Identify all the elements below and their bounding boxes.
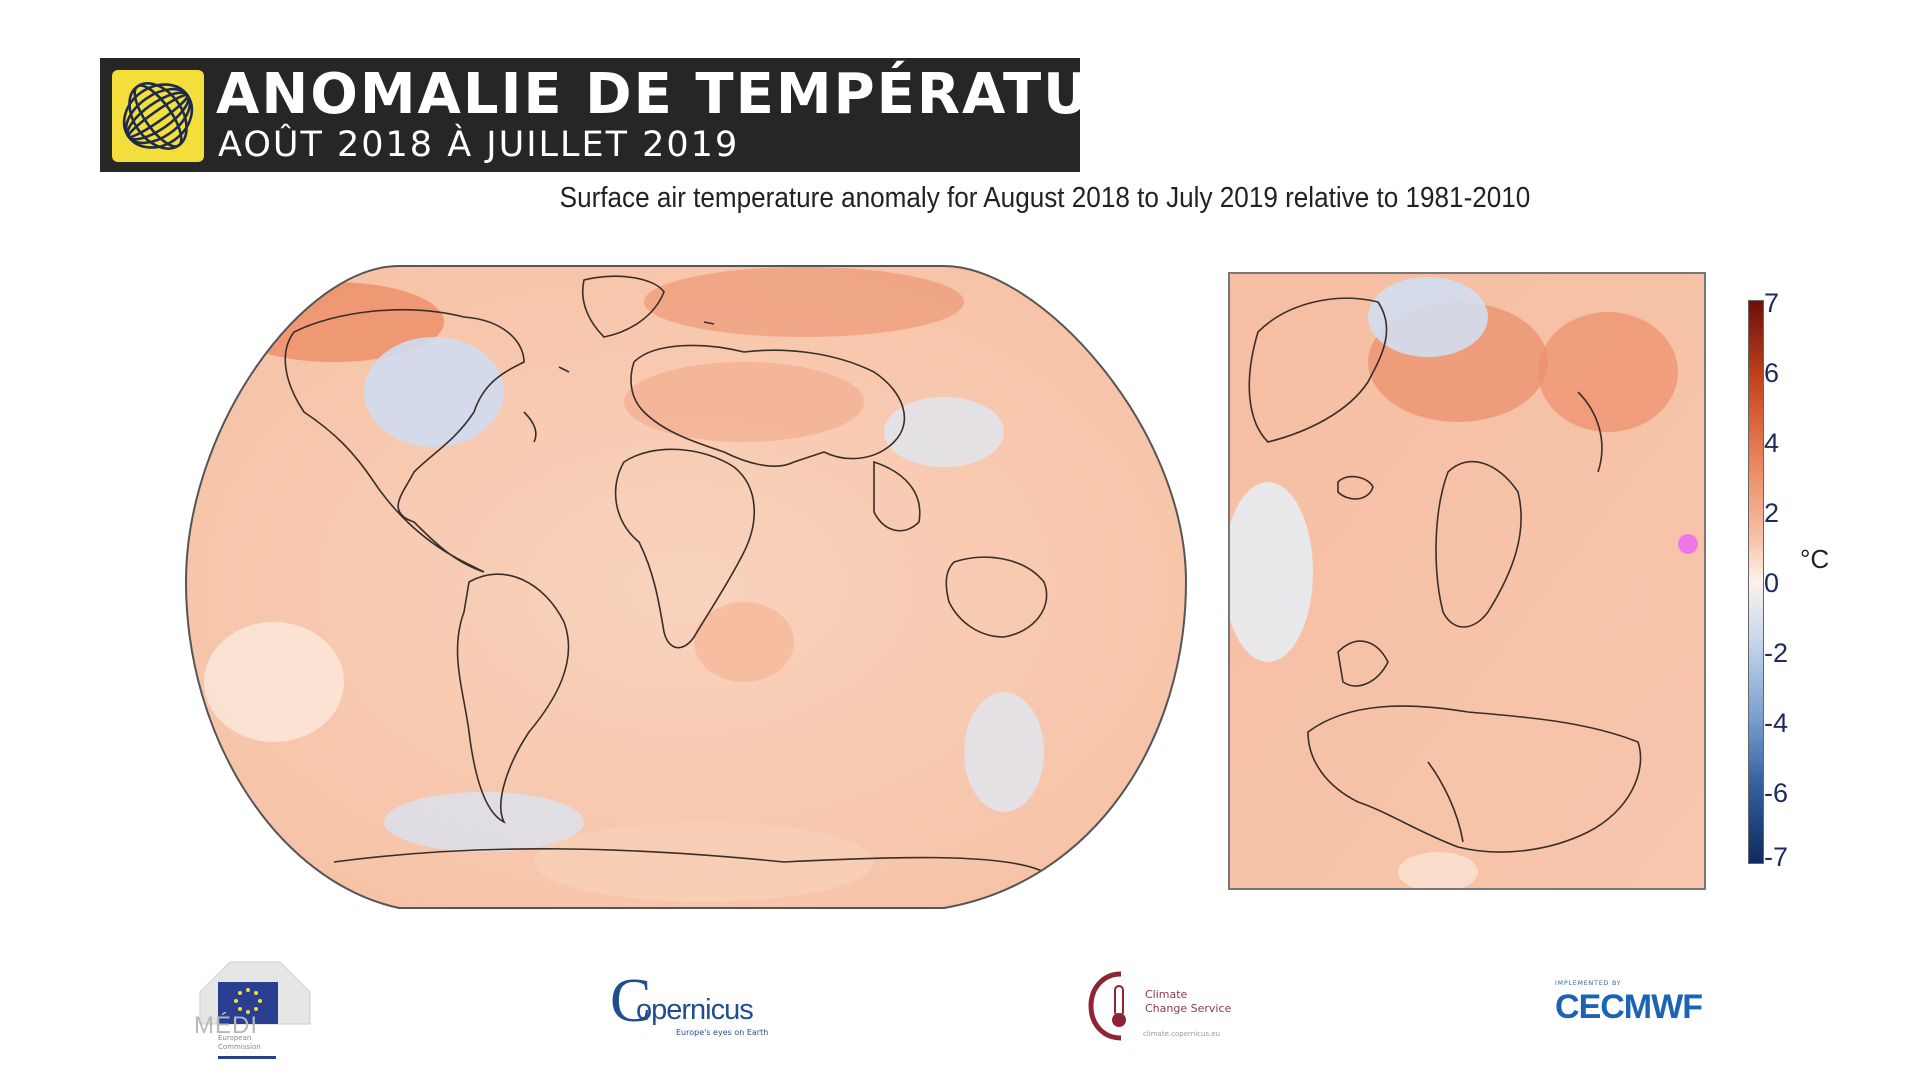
european-commission-logo: MÉDI European Commission — [190, 952, 320, 1062]
ecmwf-text: ECMWF — [1578, 988, 1703, 1026]
ecmwf-tagline: IMPLEMENTED BY — [1555, 980, 1622, 987]
temperature-colorbar — [1748, 300, 1764, 864]
copernicus-wordmark: opernicus — [636, 994, 754, 1026]
watermark-text: MÉDI — [194, 1012, 258, 1039]
ecmwf-c-icon: C — [1555, 988, 1580, 1026]
c3s-title-line2: Change Service — [1145, 1002, 1232, 1015]
thermometer-icon — [1088, 971, 1126, 1041]
colorbar-tick: 0 — [1764, 568, 1780, 598]
colorbar-tick: 4 — [1764, 428, 1780, 458]
c3s-url: climate.copernicus.eu — [1143, 1030, 1221, 1038]
copernicus-initial: C — [610, 967, 652, 1035]
colorbar-tick: -4 — [1764, 708, 1789, 738]
eu-caption: European Commission — [218, 1034, 261, 1051]
colorbar-tick: 6 — [1764, 358, 1780, 388]
world-map — [184, 265, 1188, 909]
pointer-marker — [1678, 534, 1698, 554]
europe-regional-map — [1228, 272, 1706, 890]
colorbar-tick: 7 — [1764, 288, 1780, 318]
colorbar-tick: 2 — [1764, 498, 1780, 528]
ecmwf-wordmark: CECMWF — [1555, 988, 1703, 1027]
colorbar-tick: -6 — [1764, 778, 1789, 808]
title-banner: ANOMALIE DE TEMPÉRATURE AOÛT 2018 À JUIL… — [100, 58, 1174, 172]
map-title: Surface air temperature anomaly for Augu… — [559, 182, 1531, 214]
banner-subtitle: AOÛT 2018 À JUILLET 2019 — [218, 125, 740, 165]
eu-underline — [218, 1056, 276, 1059]
c3s-title-line1: Climate — [1145, 988, 1188, 1001]
banner-title: ANOMALIE DE TEMPÉRATURE — [216, 62, 1177, 127]
colorbar-tick: -2 — [1764, 638, 1789, 668]
copernicus-logo: C opernicus Europe's eyes on Earth — [610, 970, 770, 1040]
c3s-title: Climate Change Service — [1145, 988, 1231, 1016]
copernicus-tagline: Europe's eyes on Earth — [676, 1028, 769, 1037]
colorbar-unit: °C — [1800, 544, 1830, 574]
climate-change-service-logo: Climate Change Service climate.copernicu… — [1085, 968, 1245, 1048]
globe-sphere-icon — [112, 70, 204, 162]
colorbar-tick: -7 — [1764, 842, 1789, 872]
eu-flag-icon — [218, 982, 278, 1024]
ecmwf-logo: IMPLEMENTED BY CECMWF — [1555, 980, 1725, 1030]
